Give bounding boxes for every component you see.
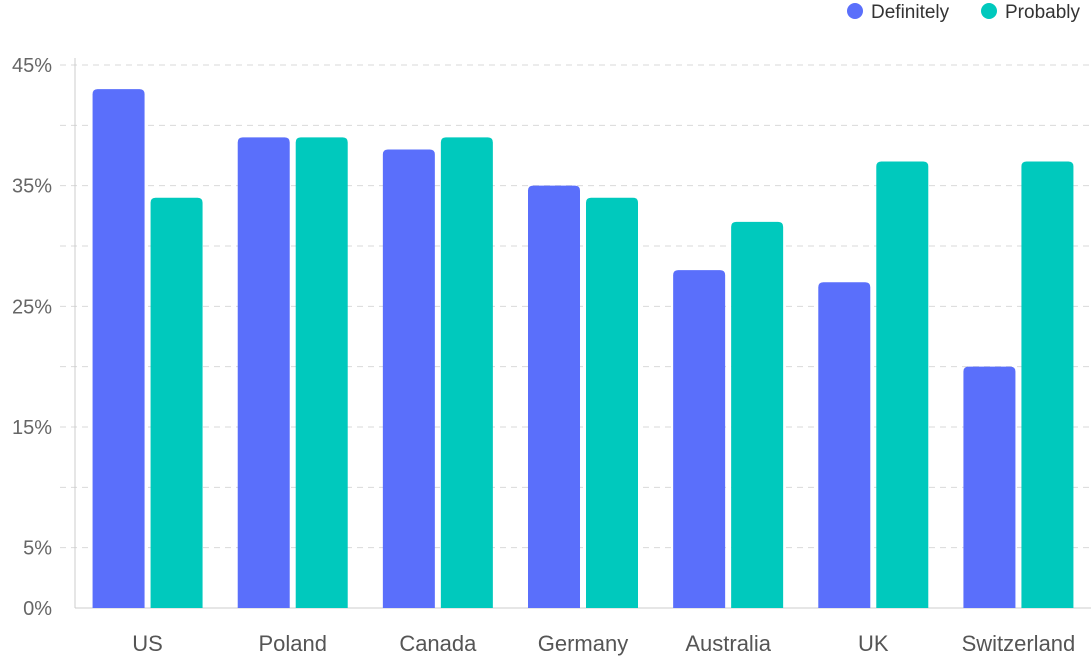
y-tick-label: 5% bbox=[23, 538, 52, 560]
bar-definitely-australia bbox=[673, 270, 726, 608]
x-tick-label: Germany bbox=[538, 631, 628, 656]
bar-probably-australia bbox=[731, 221, 784, 608]
y-tick-label: 25% bbox=[12, 296, 52, 318]
legend: Definitely Probably bbox=[847, 2, 1080, 23]
bar-definitely-switzerland bbox=[963, 366, 1016, 608]
axes bbox=[74, 58, 1091, 609]
y-tick-label: 0% bbox=[23, 598, 52, 620]
legend-label-definitely: Definitely bbox=[871, 2, 950, 23]
bar-probably-us bbox=[150, 197, 203, 608]
y-tick-labels: 45% 35% 25% 15% 5% 0% bbox=[12, 55, 52, 620]
bar-probably-poland bbox=[295, 137, 348, 608]
legend-swatch-probably bbox=[981, 3, 997, 19]
bar-definitely-germany bbox=[528, 185, 580, 608]
bar-definitely-us bbox=[92, 89, 145, 609]
bar-definitely-canada bbox=[382, 149, 435, 608]
bar-probably-switzerland bbox=[1021, 161, 1074, 609]
bar-probably-uk bbox=[876, 161, 929, 609]
bars bbox=[92, 89, 1074, 609]
y-tick-label: 35% bbox=[12, 176, 52, 198]
x-tick-label: UK bbox=[858, 631, 889, 656]
x-tick-label: Poland bbox=[258, 631, 327, 656]
bar-definitely-uk bbox=[818, 282, 871, 608]
bar-definitely-poland bbox=[237, 137, 290, 608]
x-tick-label: US bbox=[132, 631, 163, 656]
bar-probably-germany bbox=[586, 197, 638, 608]
x-tick-labels: US Poland Canada Germany Australia UK Switzerl… bbox=[132, 631, 1075, 656]
x-tick-label: Switzerland bbox=[962, 631, 1076, 656]
legend-swatch-definitely bbox=[847, 3, 863, 19]
x-tick-label: Australia bbox=[685, 631, 771, 656]
y-tick-label: 45% bbox=[12, 55, 52, 77]
y-tick-label: 15% bbox=[12, 417, 52, 439]
legend-label-probably: Probably bbox=[1005, 2, 1080, 23]
bar-probably-canada bbox=[440, 137, 493, 608]
x-tick-label: Canada bbox=[399, 631, 477, 656]
